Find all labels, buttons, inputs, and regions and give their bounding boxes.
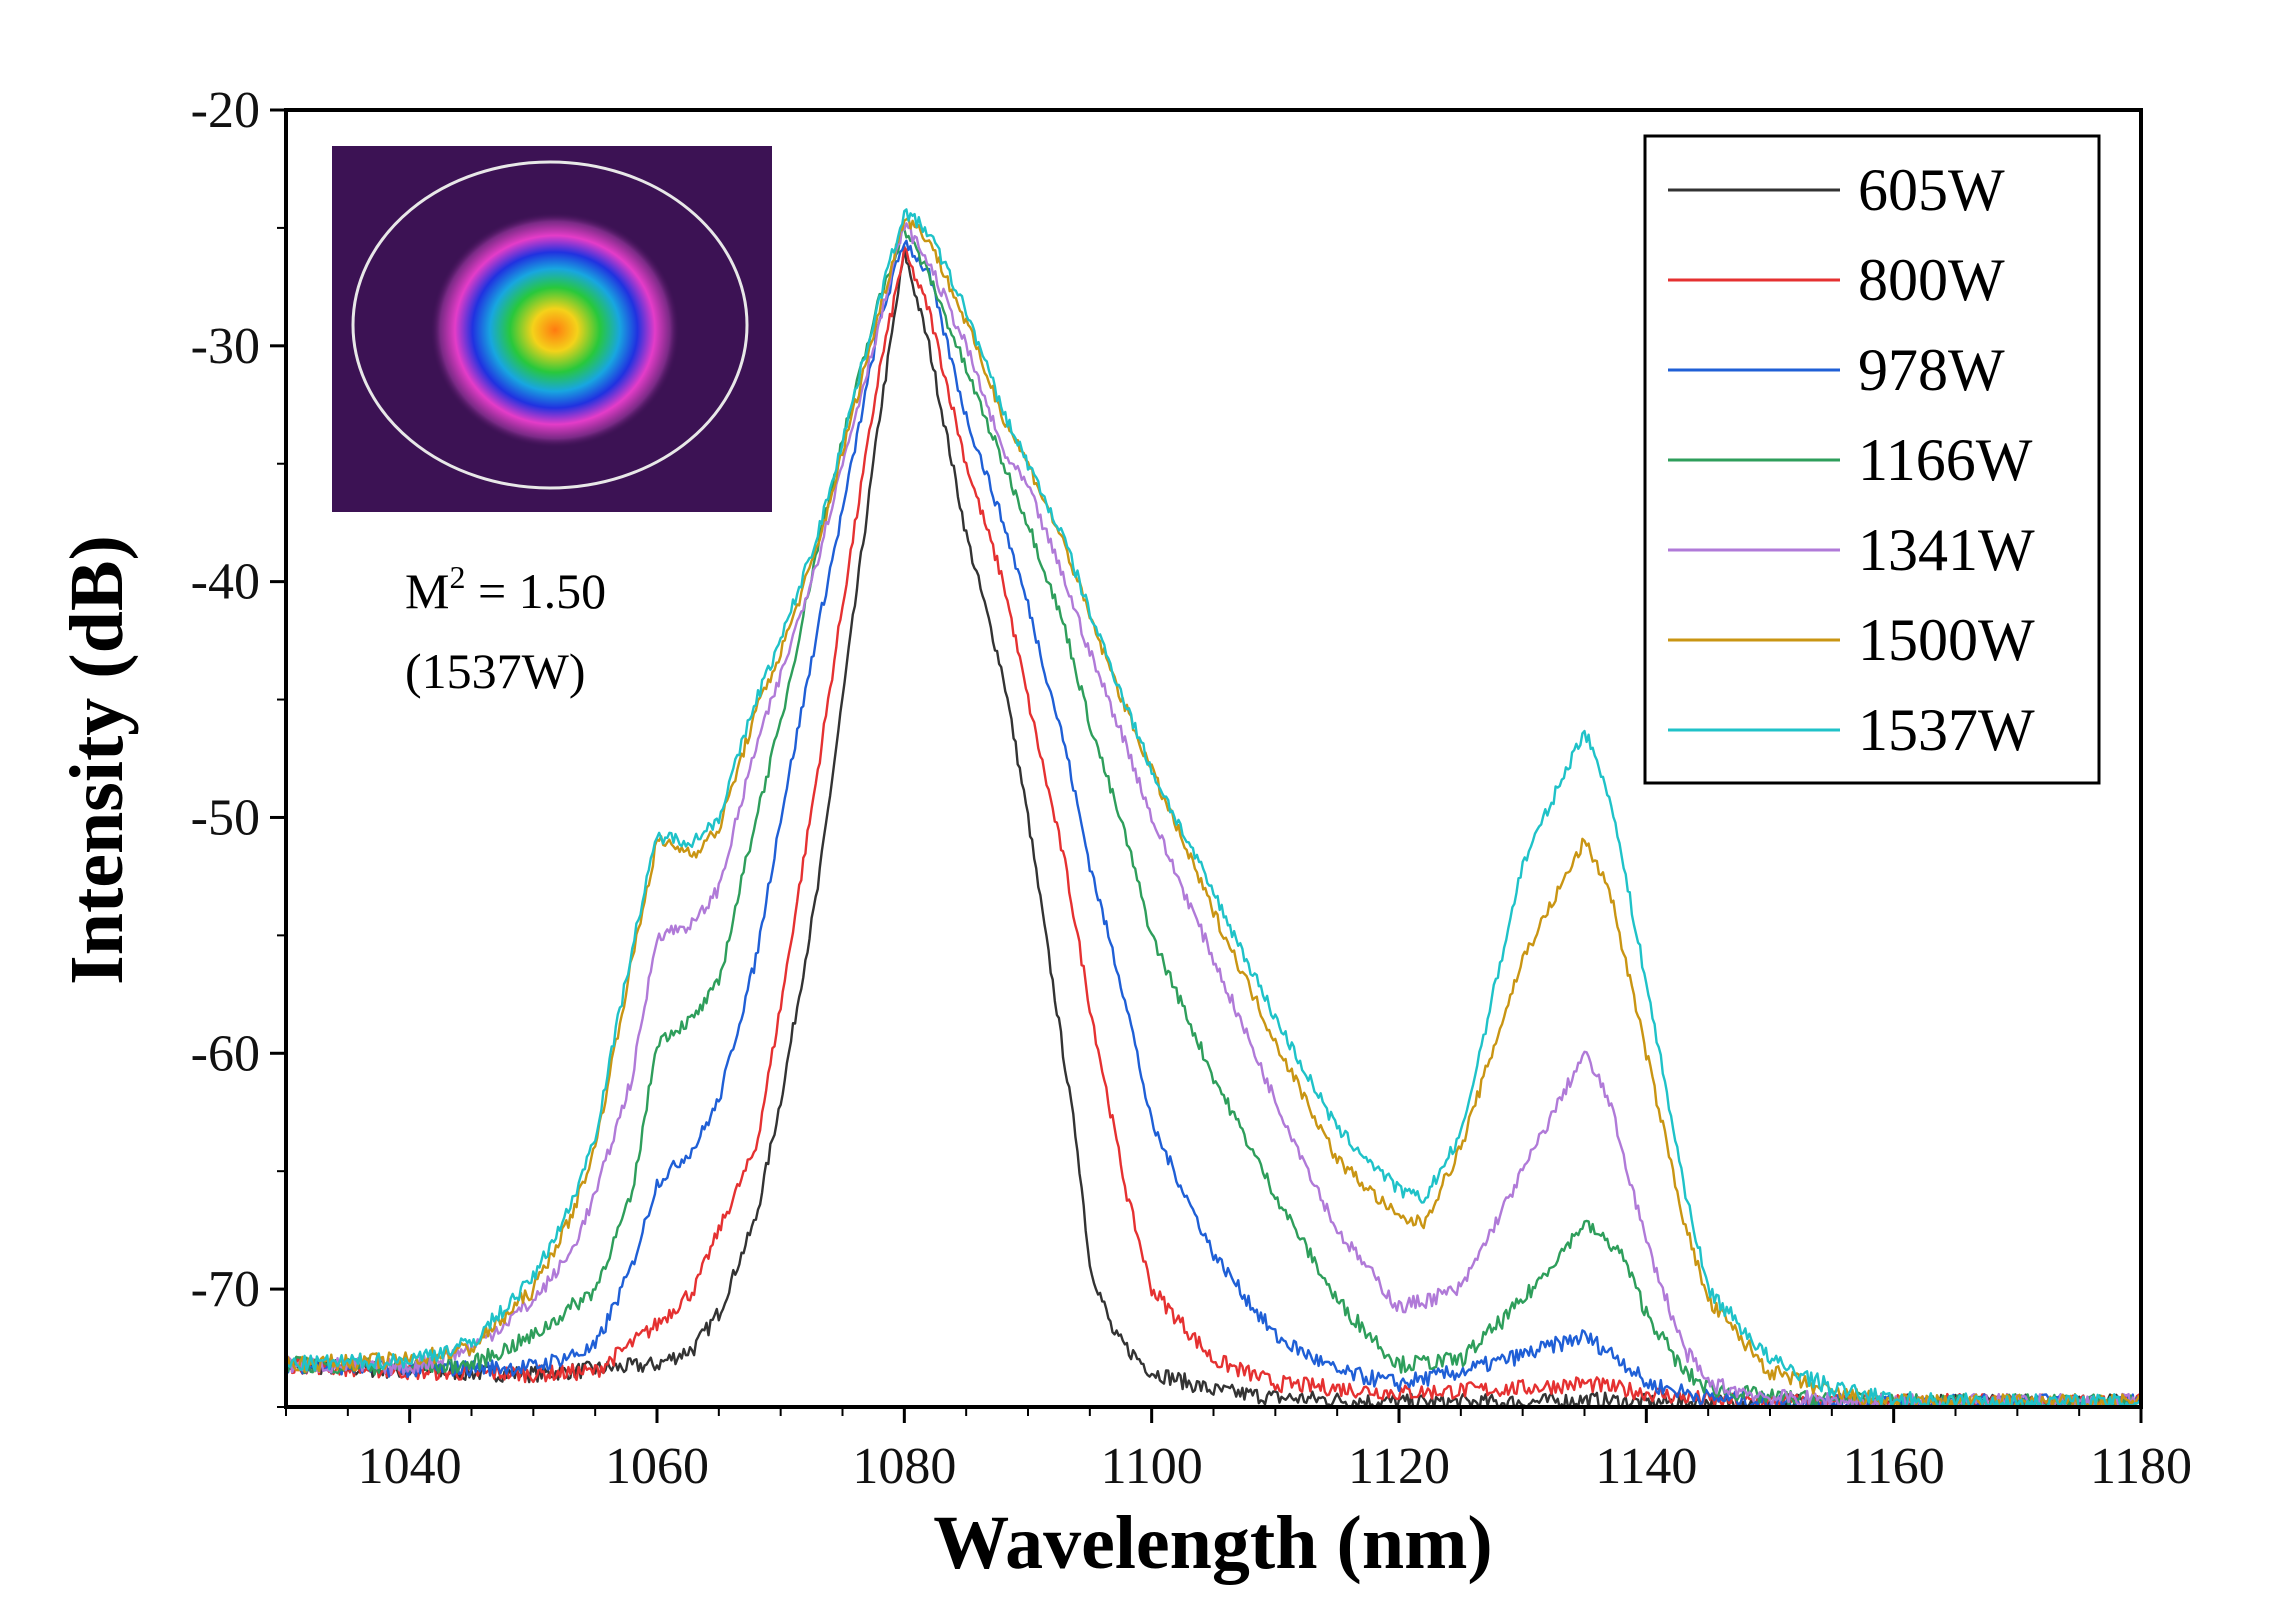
beam-spot [430, 212, 680, 448]
axis-layer: 1040 1060 1080 1100 1120 1140 1160 1180 -20 -30 -4… [191, 82, 2192, 1495]
legend: 605W 800W 978W 1166W 1341W 1500W 1537W [1643, 134, 2101, 785]
series-line-1537W [286, 208, 2141, 1407]
legend-label-1341W: 1341W [1858, 517, 2035, 583]
x-axis-title: Wavelength (nm) [933, 1501, 1492, 1585]
legend-label-1500W: 1500W [1858, 607, 2035, 673]
beam-power-label: (1537W) [405, 643, 586, 699]
x-tick-label: 1120 [1348, 1438, 1450, 1495]
x-tick-label: 1100 [1101, 1438, 1203, 1495]
x-tick-label: 1060 [605, 1438, 709, 1495]
y-tick-label: -20 [191, 82, 260, 139]
legend-label-1537W: 1537W [1858, 697, 2035, 763]
legend-label-978W: 978W [1858, 337, 2005, 403]
x-tick-label: 1180 [2090, 1438, 2192, 1495]
beam-profile-inset [332, 146, 772, 512]
series-line-605W [286, 245, 2141, 1407]
x-tick-label: 1140 [1595, 1438, 1697, 1495]
y-tick-label: -70 [191, 1261, 260, 1318]
beam-aperture-circle [351, 160, 749, 490]
legend-label-605W: 605W [1858, 157, 2005, 223]
series-line-1341W [286, 222, 2141, 1407]
x-tick-label: 1040 [358, 1438, 462, 1495]
y-axis-title: Intensity (dB) [55, 535, 139, 985]
y-tick-label: -40 [191, 554, 260, 611]
legend-label-800W: 800W [1858, 247, 2005, 313]
y-tick-label: -30 [191, 318, 260, 375]
series-line-800W [286, 246, 2141, 1407]
x-tick-label: 1080 [852, 1438, 956, 1495]
beam-quality-label: M2 = 1.50 [405, 559, 606, 619]
y-tick-label: -50 [191, 789, 260, 846]
x-tick-label: 1160 [1843, 1438, 1945, 1495]
legend-label-1166W: 1166W [1858, 427, 2033, 493]
y-tick-label: -60 [191, 1025, 260, 1082]
